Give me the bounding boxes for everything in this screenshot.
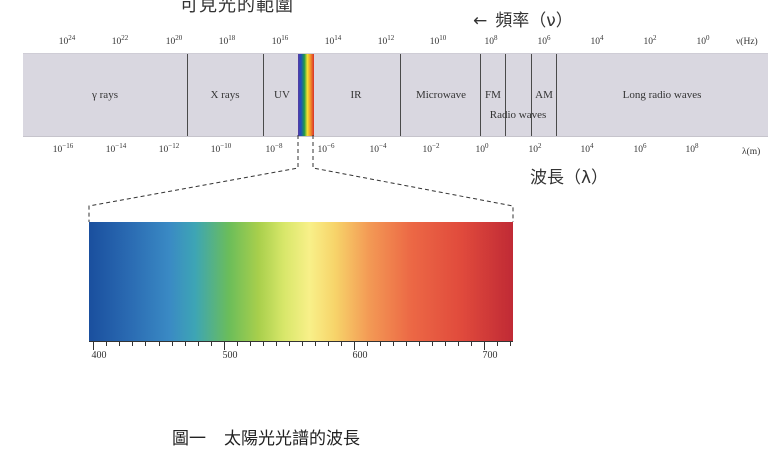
- axis-minor-tick: [406, 341, 407, 346]
- axis-minor-tick: [445, 341, 446, 346]
- band-divider: [556, 54, 557, 136]
- axis-minor-tick: [341, 341, 342, 346]
- visible-light-strip: [298, 54, 314, 136]
- wavelength-tick: 102: [528, 142, 542, 155]
- band-label-gamma: γ rays: [92, 89, 118, 101]
- axis-minor-tick: [315, 341, 316, 346]
- freq-tick: 1014: [324, 34, 342, 47]
- axis-minor-tick: [106, 341, 107, 346]
- axis-minor-tick: [471, 341, 472, 346]
- axis-minor-tick: [419, 341, 420, 346]
- freq-tick: 1016: [271, 34, 289, 47]
- zoom-line-right: [312, 135, 514, 222]
- band-label-fm: FM: [485, 89, 501, 101]
- frequency-caption: ← 頻率（ν）: [473, 6, 573, 31]
- frequency-unit: ν(Hz): [736, 37, 758, 47]
- wavelength-tick: 108: [685, 142, 699, 155]
- axis-minor-tick: [393, 341, 394, 346]
- band-label-am: AM: [535, 89, 553, 101]
- wavelength-tick: 10−10: [210, 142, 232, 155]
- visible-axis-label: 700: [482, 350, 498, 361]
- axis-minor-tick: [263, 341, 264, 346]
- frequency-caption-text: 頻率（ν）: [495, 11, 573, 31]
- axis-minor-tick: [276, 341, 277, 346]
- visible-axis-label: 500: [222, 350, 238, 361]
- axis-minor-tick: [198, 341, 199, 346]
- visible-spectrum-gradient: [89, 222, 513, 341]
- wavelength-tick: 10−6: [317, 142, 335, 155]
- axis-minor-tick: [367, 341, 368, 346]
- freq-tick: 1012: [377, 34, 395, 47]
- band-divider: [531, 54, 532, 136]
- freq-tick: 1018: [218, 34, 236, 47]
- band-label-ir: IR: [350, 89, 362, 101]
- axis-minor-tick: [145, 341, 146, 346]
- axis-minor-tick: [119, 341, 120, 346]
- axis-minor-tick: [289, 341, 290, 346]
- visible-axis-label: 600: [352, 350, 368, 361]
- band-divider: [505, 54, 506, 136]
- axis-minor-tick: [458, 341, 459, 346]
- axis-minor-tick: [211, 341, 212, 346]
- wavelength-tick: 10−8: [265, 142, 283, 155]
- zoom-line-left: [88, 135, 299, 222]
- axis-minor-tick: [237, 341, 238, 346]
- axis-minor-tick: [172, 341, 173, 346]
- axis-minor-tick: [380, 341, 381, 346]
- freq-tick: 1022: [111, 34, 129, 47]
- cut-off-title: 可見光的範圍: [180, 0, 294, 16]
- band-label-long-radio: Long radio waves: [622, 89, 702, 101]
- band-divider: [400, 54, 401, 136]
- figure-title: 太陽光光譜的波長: [224, 429, 360, 449]
- axis-minor-tick: [250, 341, 251, 346]
- axis-minor-tick: [328, 341, 329, 346]
- freq-tick: 104: [590, 34, 604, 47]
- wavelength-tick: 10−16: [52, 142, 74, 155]
- left-arrow-icon: ←: [473, 11, 488, 31]
- wavelength-tick: 106: [633, 142, 647, 155]
- axis-minor-tick: [302, 341, 303, 346]
- freq-tick: 100: [696, 34, 710, 47]
- axis-minor-tick: [510, 341, 511, 346]
- axis-minor-tick: [185, 341, 186, 346]
- axis-major-tick: [224, 341, 225, 350]
- axis-minor-tick: [159, 341, 160, 346]
- wavelength-tick: 104: [580, 142, 594, 155]
- axis-major-tick: [354, 341, 355, 350]
- freq-tick: 1024: [58, 34, 76, 47]
- wavelength-caption: 波長（λ）: [530, 168, 609, 188]
- wavelength-tick: 10−4: [369, 142, 387, 155]
- band-label-microwave: Microwave: [415, 89, 467, 101]
- axis-major-tick: [93, 341, 94, 350]
- em-spectrum-band: γ rays X rays UV IR Microwave FM AM Radi…: [23, 53, 768, 137]
- figure-number: 圖一: [172, 429, 206, 449]
- wavelength-tick: 10−2: [422, 142, 440, 155]
- visible-wavelength-axis: [89, 341, 513, 350]
- freq-tick: 108: [484, 34, 498, 47]
- figure-caption: 圖一 太陽光光譜的波長: [172, 424, 360, 449]
- wavelength-tick: 100: [475, 142, 489, 155]
- freq-tick: 1020: [165, 34, 183, 47]
- wavelength-tick: 10−14: [105, 142, 127, 155]
- band-divider: [263, 54, 264, 136]
- band-label-xray: X rays: [210, 89, 240, 101]
- visible-axis-label: 400: [91, 350, 107, 361]
- axis-minor-tick: [432, 341, 433, 346]
- axis-minor-tick: [132, 341, 133, 346]
- band-divider: [187, 54, 188, 136]
- axis-minor-tick: [497, 341, 498, 346]
- freq-tick: 106: [537, 34, 551, 47]
- wavelength-tick: 10−12: [158, 142, 180, 155]
- wavelength-unit: λ(m): [742, 147, 761, 157]
- band-divider: [480, 54, 481, 136]
- freq-tick: 1010: [429, 34, 447, 47]
- freq-tick: 102: [643, 34, 657, 47]
- band-label-radio: Radio waves: [489, 109, 547, 121]
- axis-major-tick: [484, 341, 485, 350]
- band-label-uv: UV: [274, 89, 290, 101]
